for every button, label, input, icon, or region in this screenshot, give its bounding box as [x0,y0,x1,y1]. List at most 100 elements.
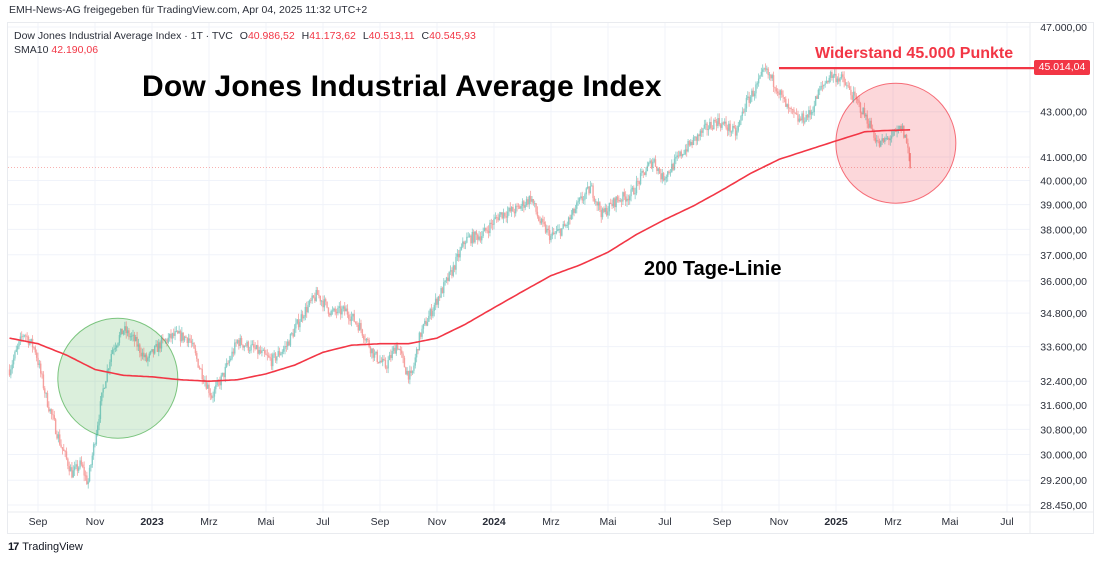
candle-body [232,351,235,354]
candle-up [300,309,302,322]
candle-body [696,134,699,141]
candle-body [836,78,839,83]
tradingview-logo[interactable]: 17 TradingView [8,541,83,553]
candle-down [59,429,61,446]
candle-up [45,392,47,398]
candle-up [520,203,522,211]
candle-down [369,345,372,357]
candle-body [661,173,663,180]
candle-body [363,335,365,340]
candle-up [626,194,628,207]
candle-down [64,449,66,457]
candle-down [25,333,27,342]
candle-down [405,366,407,375]
candle-body [216,381,218,386]
candle-body [192,342,194,344]
legend-sma-label[interactable]: SMA10 [14,44,49,56]
candle-down [878,138,881,148]
candle-body [833,73,836,76]
candle-up [546,225,548,235]
candle-up [876,134,878,147]
candle-down [662,171,665,182]
candle-down [31,335,34,353]
candle-up [631,185,634,192]
candle-body [705,123,707,125]
candle-body [890,136,893,139]
candle-down [867,118,870,129]
legend-open-label: O [239,30,248,42]
candle-down [288,339,290,346]
candle-body [375,351,377,354]
candle-down [789,107,791,112]
candle-body [840,74,843,79]
candle-body [345,308,347,312]
candle-body [741,111,744,117]
candle-body [817,89,820,99]
candle-up [757,73,760,87]
candle-body [331,310,334,312]
candle-down [774,86,776,94]
candle-down [596,201,598,212]
candle-down [668,169,670,175]
candle-up [130,332,133,341]
candle-body [619,200,621,202]
candle-body [858,100,860,104]
candle-up [434,293,437,311]
candle-up [284,341,286,355]
candle-body [318,294,320,296]
x-tick-label: 2024 [482,516,506,528]
candle-down [363,334,365,344]
candle-body [582,199,585,201]
candle-up [174,326,176,341]
candle-down [850,85,852,100]
candle-body [230,358,232,361]
candle-down [616,194,619,203]
candle-body [421,328,423,337]
candle-up [148,351,150,362]
candle-up [728,120,730,136]
candle-up [694,136,696,141]
candle-up [299,318,301,332]
candle-down [658,167,661,174]
candle-up [604,203,606,215]
candle-down [357,322,359,333]
candle-down [242,344,244,351]
candle-body [462,241,464,247]
candle-body [179,331,182,342]
candle-body [475,231,478,235]
candle-up [158,338,160,357]
candle-body [567,217,570,225]
candle-body [610,202,612,204]
candle-body [228,360,231,364]
candle-body [683,154,685,155]
candle-body [615,196,617,208]
candle-body [177,330,179,334]
candle-body [439,296,441,298]
candle-down [274,352,277,364]
candle-body [650,160,653,168]
candle-body [832,75,834,78]
candle-down [453,264,456,273]
candle-body [595,201,597,203]
candle-down [863,102,866,119]
candle-up [228,355,231,367]
candle-up [187,333,190,348]
candle-down [401,346,403,358]
candle-body [110,353,112,362]
candle-up [23,334,26,338]
candle-up [315,286,317,302]
candle-up [534,200,536,208]
y-tick-label: 38.000,00 [1040,224,1087,236]
candle-down [638,180,640,190]
candle-down [851,91,853,102]
candle-up [333,307,335,313]
candle-down [854,87,856,99]
legend-sma-value: 42.190,06 [51,44,99,56]
candle-up [167,333,169,345]
candle-up [406,367,408,376]
candle-body [546,228,548,233]
legend-high-value: 41.173,62 [309,30,356,42]
candle-down [871,124,874,131]
candle-body [505,216,507,218]
